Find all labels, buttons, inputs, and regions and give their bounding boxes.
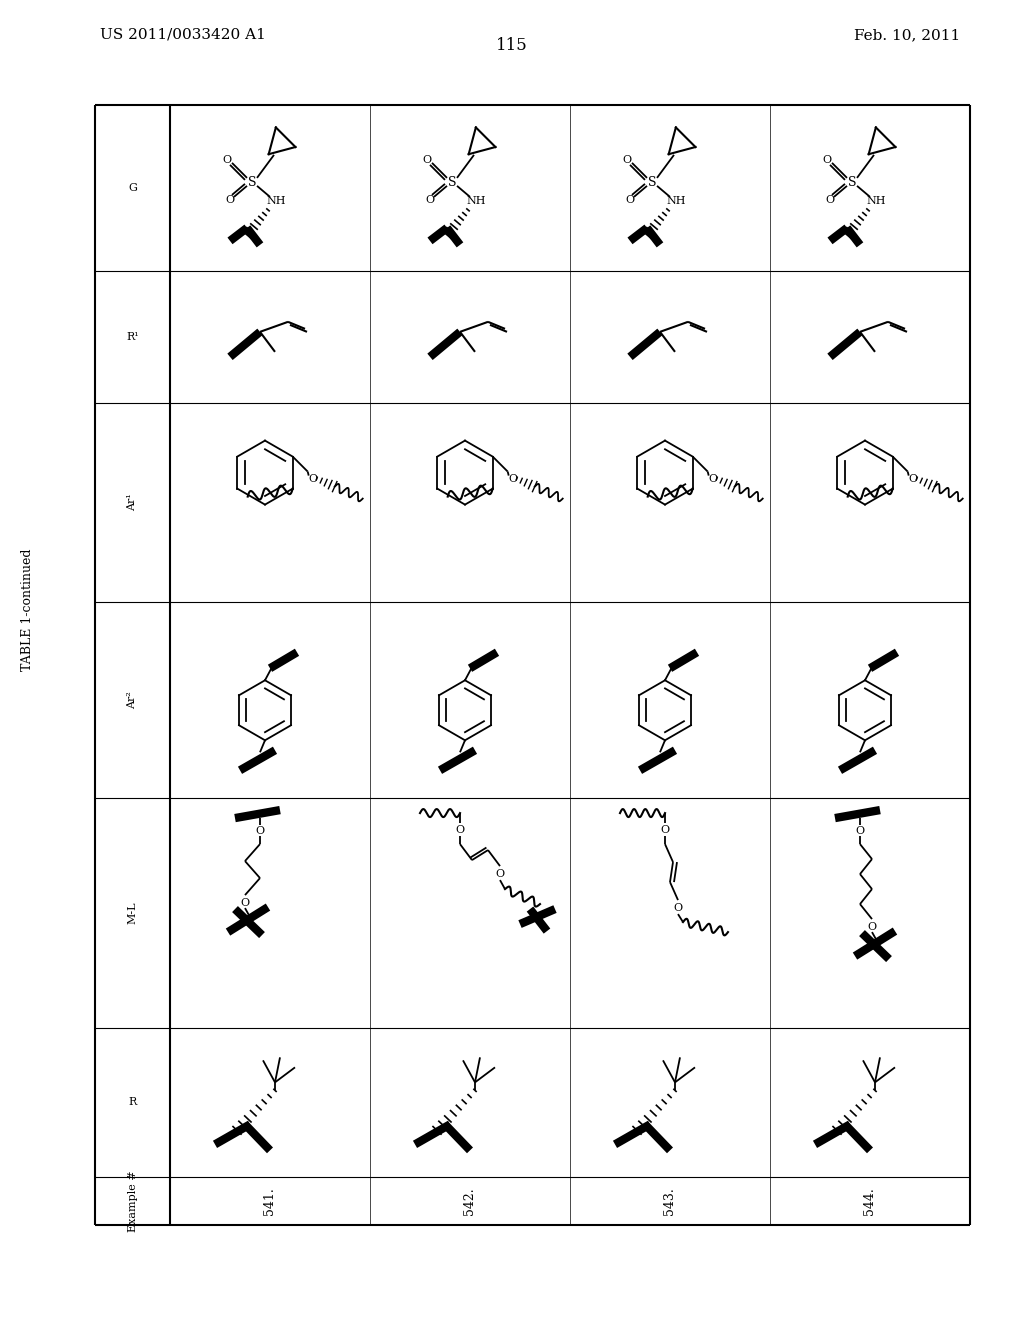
Text: Ar²: Ar² xyxy=(128,692,137,709)
Text: NH: NH xyxy=(866,195,886,206)
Text: 543.: 543. xyxy=(664,1187,677,1214)
Text: O: O xyxy=(222,154,231,165)
Text: O: O xyxy=(660,825,670,836)
Text: Feb. 10, 2011: Feb. 10, 2011 xyxy=(854,28,961,42)
Text: G: G xyxy=(128,183,137,193)
Text: O: O xyxy=(674,903,683,913)
Text: R¹: R¹ xyxy=(126,331,139,342)
Text: O: O xyxy=(308,474,317,483)
Text: O: O xyxy=(623,154,632,165)
Text: O: O xyxy=(423,154,431,165)
Text: O: O xyxy=(241,898,250,908)
Text: NH: NH xyxy=(466,195,485,206)
Text: O: O xyxy=(425,195,434,205)
Text: O: O xyxy=(709,474,717,483)
Text: S: S xyxy=(848,177,856,189)
Text: M-L: M-L xyxy=(128,902,137,924)
Text: TABLE 1-continued: TABLE 1-continued xyxy=(22,549,35,672)
Text: 544.: 544. xyxy=(863,1187,877,1214)
Text: O: O xyxy=(456,825,465,836)
Text: NH: NH xyxy=(266,195,286,206)
Text: O: O xyxy=(822,154,831,165)
Text: O: O xyxy=(825,195,835,205)
Text: O: O xyxy=(255,826,264,836)
Text: O: O xyxy=(855,826,864,836)
Text: NH: NH xyxy=(667,195,686,206)
Text: O: O xyxy=(867,923,877,932)
Text: O: O xyxy=(908,474,918,483)
Text: O: O xyxy=(496,869,505,879)
Text: 542.: 542. xyxy=(464,1187,476,1214)
Text: S: S xyxy=(447,177,457,189)
Text: 541.: 541. xyxy=(263,1187,276,1214)
Text: S: S xyxy=(648,177,656,189)
Text: O: O xyxy=(508,474,517,483)
Text: Example #: Example # xyxy=(128,1170,137,1232)
Text: R: R xyxy=(128,1097,136,1107)
Text: 115: 115 xyxy=(496,37,528,54)
Text: US 2011/0033420 A1: US 2011/0033420 A1 xyxy=(100,28,266,42)
Text: Ar¹: Ar¹ xyxy=(128,494,137,511)
Text: S: S xyxy=(248,177,256,189)
Text: O: O xyxy=(225,195,234,205)
Text: O: O xyxy=(626,195,635,205)
